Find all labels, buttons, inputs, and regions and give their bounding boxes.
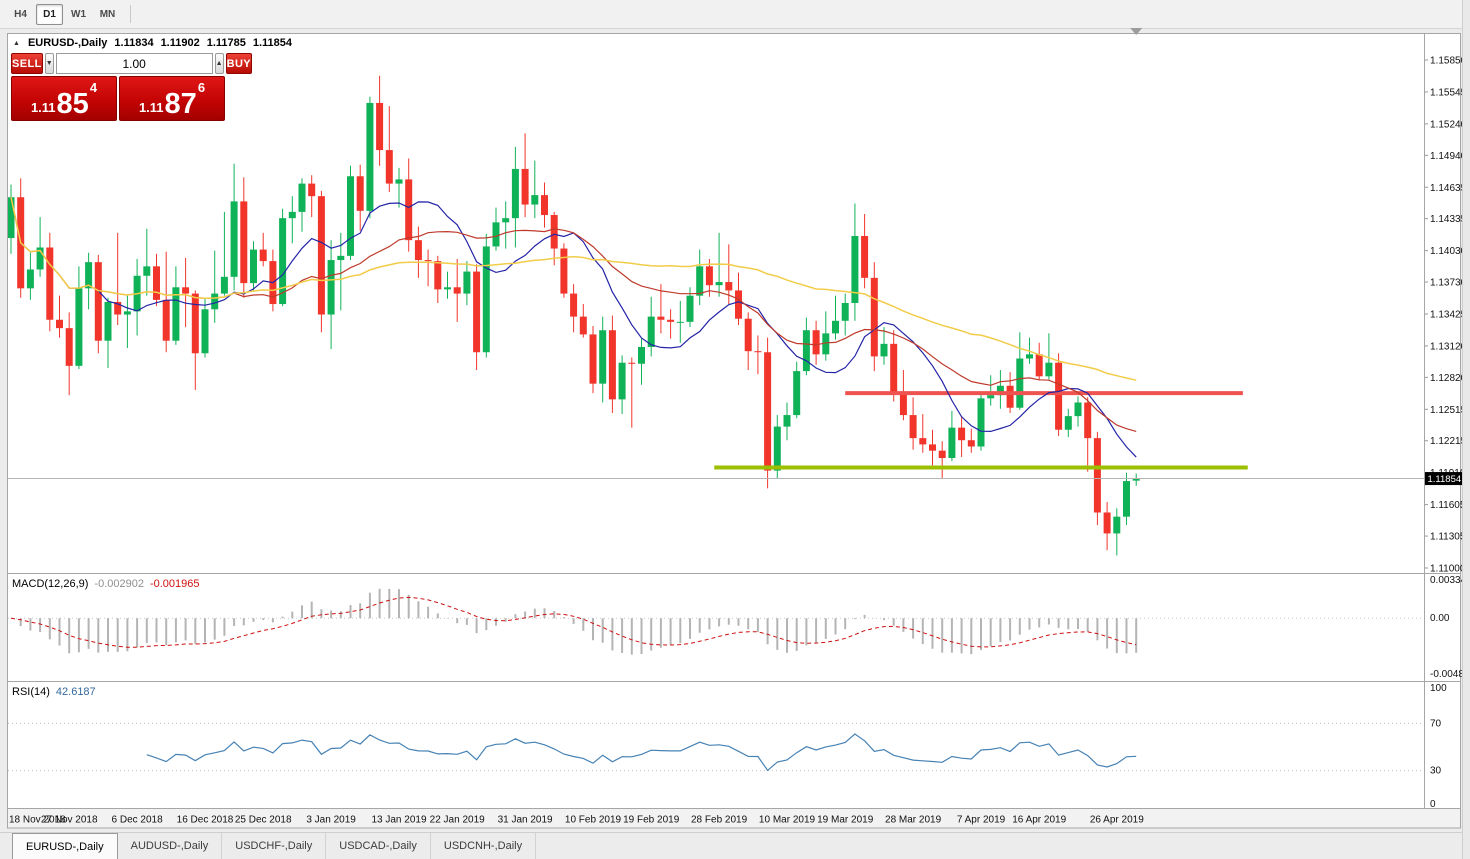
rsi-indicator bbox=[8, 722, 1424, 772]
svg-text:10 Mar 2019: 10 Mar 2019 bbox=[759, 815, 816, 826]
svg-text:1.15545: 1.15545 bbox=[1430, 87, 1467, 98]
rsi-header: RSI(14) 42.6187 bbox=[12, 686, 96, 698]
macd-signal-value: -0.001965 bbox=[149, 578, 200, 590]
svg-text:13 Jan 2019: 13 Jan 2019 bbox=[371, 815, 426, 826]
svg-text:30: 30 bbox=[1430, 766, 1442, 777]
buy-price-big: 87 bbox=[164, 88, 197, 120]
svg-text:28 Feb 2019: 28 Feb 2019 bbox=[691, 815, 748, 826]
chart-ohlc-header: ▲ EURUSD-,Daily 1.11834 1.11902 1.11785 … bbox=[13, 37, 292, 49]
macd-axis: 0.003346 0.00 -0.004885 bbox=[1430, 575, 1470, 680]
svg-text:18 Nov 2018: 18 Nov 2018 bbox=[9, 815, 66, 826]
tab-usdcad-daily[interactable]: USDCAD-,Daily bbox=[326, 833, 431, 859]
time-axis-strip bbox=[7, 809, 1461, 828]
volume-spinner-icon[interactable]: ▲ bbox=[214, 53, 224, 74]
ohlc-open: 1.11834 bbox=[114, 37, 154, 49]
ohlc-close: 1.11854 bbox=[252, 37, 293, 49]
svg-text:22 Jan 2019: 22 Jan 2019 bbox=[430, 815, 485, 826]
chart-symbol-label: EURUSD-,Daily bbox=[27, 37, 108, 49]
svg-text:1.13120: 1.13120 bbox=[1430, 341, 1467, 352]
macd-main-value: -0.002902 bbox=[94, 578, 144, 590]
svg-text:19 Feb 2019: 19 Feb 2019 bbox=[623, 815, 680, 826]
svg-text:1.12215: 1.12215 bbox=[1430, 436, 1467, 447]
sell-price-button[interactable]: 1.11 85 4 bbox=[11, 76, 117, 121]
rsi-label: RSI(14) bbox=[12, 686, 50, 698]
macd-header: MACD(12,26,9) -0.002902 -0.001965 bbox=[12, 578, 200, 590]
chart-frame bbox=[7, 33, 1461, 829]
chart-background bbox=[7, 33, 1461, 809]
ohlc-high: 1.11902 bbox=[160, 37, 200, 49]
rsi-axis: 100 70 30 0 bbox=[1430, 683, 1447, 810]
svg-text:1.11854: 1.11854 bbox=[1428, 474, 1462, 485]
one-click-trading-panel: SELL ▼ ▲ BUY 1.11 85 4 1.11 87 6 bbox=[11, 53, 253, 121]
svg-text:1.14335: 1.14335 bbox=[1430, 214, 1467, 225]
svg-text:0.003346: 0.003346 bbox=[1430, 575, 1470, 586]
sell-price-big: 85 bbox=[56, 88, 89, 120]
svg-text:1.15240: 1.15240 bbox=[1430, 119, 1467, 130]
tab-usdchf-daily[interactable]: USDCHF-,Daily bbox=[222, 833, 327, 859]
symbol-tabbar: EURUSD-,Daily AUDUSD-,Daily USDCHF-,Daily U… bbox=[0, 832, 1470, 859]
buy-price-sup: 6 bbox=[197, 80, 206, 95]
toolbar-separator bbox=[130, 5, 131, 23]
ma-slow-line bbox=[10, 197, 1137, 381]
svg-text:1.12820: 1.12820 bbox=[1430, 373, 1467, 384]
price-axis[interactable]: 1.15850 1.15545 1.15240 1.14940 1.14635 1.143… bbox=[1424, 56, 1467, 575]
svg-text:0.00: 0.00 bbox=[1430, 613, 1450, 624]
tab-usdcnh-daily[interactable]: USDCNH-,Daily bbox=[431, 833, 537, 859]
macd-label: MACD(12,26,9) bbox=[12, 578, 89, 590]
svg-text:19 Mar 2019: 19 Mar 2019 bbox=[817, 815, 874, 826]
svg-text:1.11305: 1.11305 bbox=[1430, 532, 1466, 543]
buy-price-button[interactable]: 1.11 87 6 bbox=[119, 76, 225, 121]
svg-text:1.13425: 1.13425 bbox=[1430, 310, 1467, 321]
svg-text:0: 0 bbox=[1430, 799, 1436, 810]
timeframe-mn[interactable]: MN bbox=[99, 8, 116, 20]
buy-button[interactable]: BUY bbox=[225, 53, 253, 74]
timeframe-d1[interactable]: D1 bbox=[36, 3, 63, 25]
svg-text:7 Apr 2019: 7 Apr 2019 bbox=[957, 815, 1006, 826]
tab-eurusd-daily[interactable]: EURUSD-,Daily bbox=[12, 833, 118, 859]
svg-text:31 Jan 2019: 31 Jan 2019 bbox=[498, 815, 553, 826]
macd-indicator bbox=[8, 588, 1424, 655]
svg-text:100: 100 bbox=[1430, 683, 1447, 694]
sell-price-small: 1.11 bbox=[30, 100, 56, 115]
svg-text:16 Apr 2019: 16 Apr 2019 bbox=[1012, 815, 1066, 826]
ohlc-low: 1.11785 bbox=[206, 37, 246, 49]
svg-text:1.12515: 1.12515 bbox=[1430, 405, 1467, 416]
svg-text:27 Nov 2018: 27 Nov 2018 bbox=[41, 815, 98, 826]
buy-price-small: 1.11 bbox=[138, 100, 164, 115]
current-price-tag bbox=[1425, 472, 1462, 486]
sell-button[interactable]: SELL bbox=[11, 53, 43, 74]
svg-text:1.11605: 1.11605 bbox=[1430, 500, 1466, 511]
svg-text:10 Feb 2019: 10 Feb 2019 bbox=[565, 815, 622, 826]
svg-text:1.15850: 1.15850 bbox=[1430, 56, 1467, 67]
svg-text:28 Mar 2019: 28 Mar 2019 bbox=[885, 815, 942, 826]
svg-text:25 Dec 2018: 25 Dec 2018 bbox=[235, 815, 292, 826]
timeframe-toolbar: H4 D1 W1 MN bbox=[0, 0, 1470, 29]
svg-text:70: 70 bbox=[1430, 718, 1442, 729]
volume-dropdown-icon[interactable]: ▼ bbox=[44, 53, 54, 74]
svg-text:6 Dec 2018: 6 Dec 2018 bbox=[112, 815, 164, 826]
svg-text:1.11000: 1.11000 bbox=[1430, 564, 1466, 575]
rsi-value: 42.6187 bbox=[55, 686, 96, 698]
one-click-collapse-icon[interactable]: ▲ bbox=[13, 39, 20, 47]
volume-input[interactable] bbox=[55, 53, 213, 74]
svg-text:-0.004885: -0.004885 bbox=[1430, 669, 1470, 680]
timeframe-h4[interactable]: H4 bbox=[14, 8, 27, 20]
sell-price-sup: 4 bbox=[89, 80, 98, 95]
chart-shift-marker bbox=[1130, 28, 1143, 35]
svg-text:1.14940: 1.14940 bbox=[1430, 151, 1467, 162]
svg-text:3 Jan 2019: 3 Jan 2019 bbox=[306, 815, 356, 826]
svg-text:1.13730: 1.13730 bbox=[1430, 278, 1467, 289]
svg-text:16 Dec 2018: 16 Dec 2018 bbox=[177, 815, 234, 826]
timeframe-w1[interactable]: W1 bbox=[71, 8, 86, 20]
svg-text:1.14635: 1.14635 bbox=[1430, 183, 1467, 194]
window-scrollbar[interactable] bbox=[1462, 0, 1470, 859]
svg-text:1.14030: 1.14030 bbox=[1430, 246, 1467, 257]
tab-audusd-daily[interactable]: AUDUSD-,Daily bbox=[118, 833, 223, 859]
svg-text:26 Apr 2019: 26 Apr 2019 bbox=[1090, 815, 1144, 826]
